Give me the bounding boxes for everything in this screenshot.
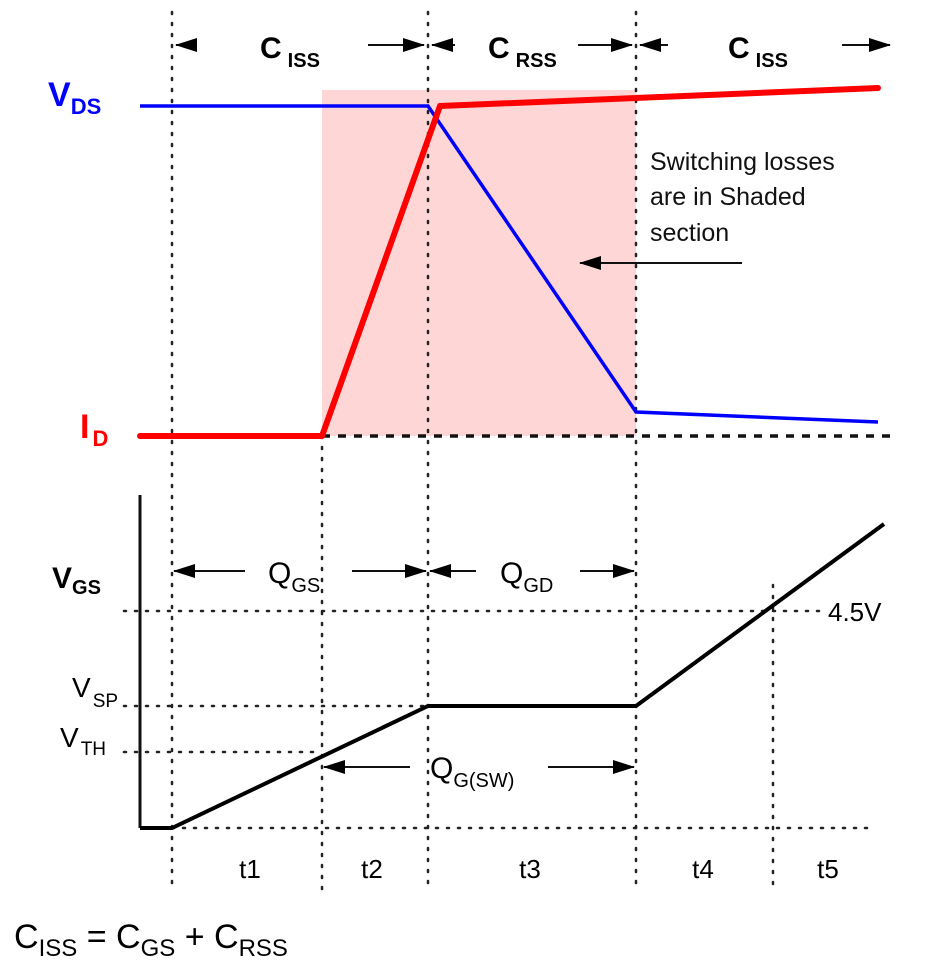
- qgd-label: QGD: [500, 557, 553, 597]
- interval-t2: t2: [361, 854, 383, 884]
- vsp-label: V SP: [72, 672, 118, 712]
- capacitance-equation: CISS = CGS + CRSS: [14, 918, 288, 962]
- vds-waveform: [140, 104, 879, 424]
- region-ciss-1: C ISS: [260, 32, 320, 72]
- time-dividers: [170, 10, 775, 892]
- vgs-waveform: [140, 522, 886, 830]
- vgs-label: VGS: [52, 562, 101, 599]
- interval-t1: t1: [239, 854, 261, 884]
- region-ciss-2: C ISS: [728, 32, 788, 72]
- interval-t4: t4: [692, 854, 714, 884]
- interval-labels: t1 t2 t3 t4 t5: [239, 854, 839, 884]
- charge-arrows: [173, 564, 635, 774]
- vds-label: VDS: [48, 76, 101, 119]
- level-4-5v-label: 4.5V: [828, 597, 882, 627]
- vth-label: V TH: [60, 722, 106, 760]
- qgs-label: QGS: [268, 557, 320, 597]
- qgsw-label: QG(SW): [430, 752, 514, 792]
- interval-t5: t5: [817, 854, 839, 884]
- region-crss: C RSS: [488, 32, 557, 72]
- interval-t3: t3: [519, 854, 541, 884]
- switching-loss-note: Switching losses are in Shaded section: [650, 148, 842, 247]
- id-waveform: [137, 85, 881, 439]
